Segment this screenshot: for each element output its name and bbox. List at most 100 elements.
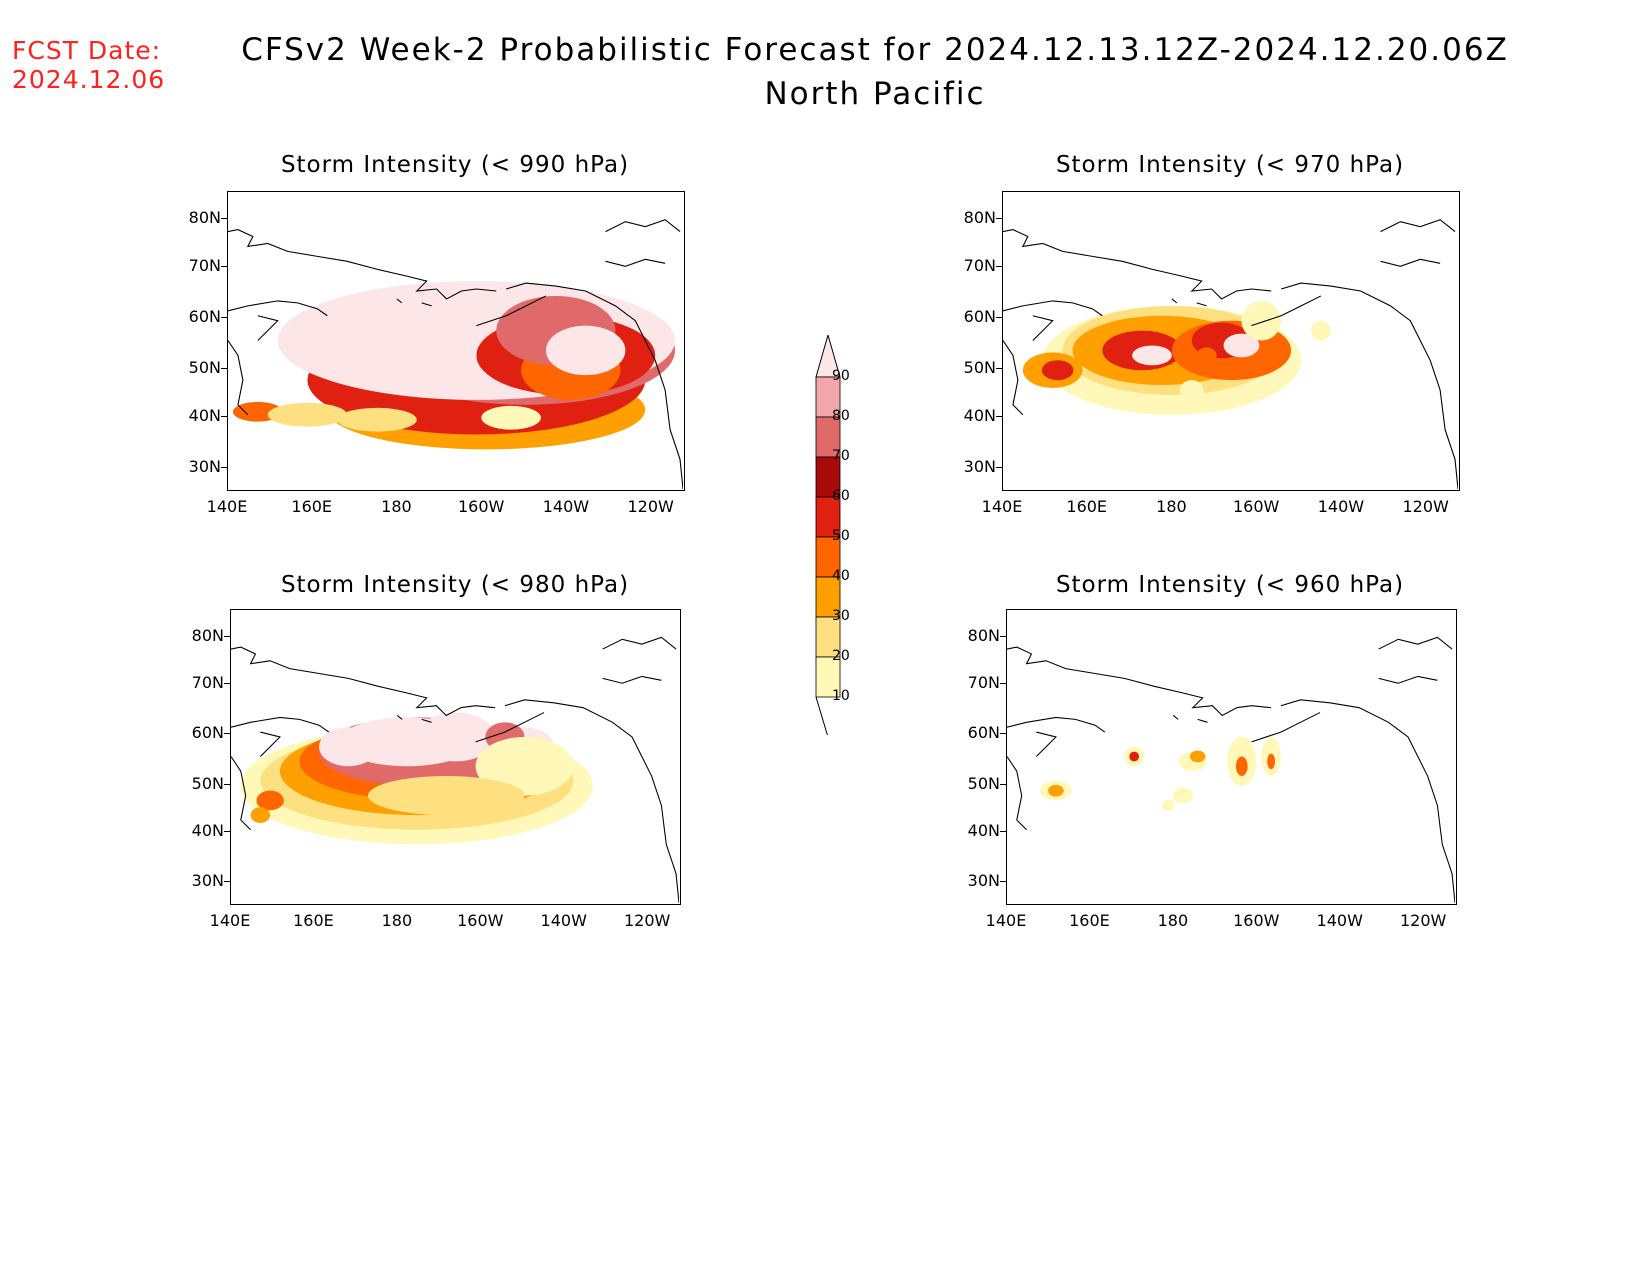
lat-tick-label: 80N <box>963 208 996 227</box>
lat-tick <box>996 317 1002 318</box>
colorbar-label: 70 <box>832 448 850 464</box>
lat-tick <box>224 881 230 883</box>
probability-contour <box>1241 300 1282 341</box>
lon-tick-label: 140E <box>985 911 1027 930</box>
lat-tick-label: 70N <box>967 673 1000 692</box>
colorbar-segment <box>815 496 841 538</box>
coastlines <box>228 219 683 489</box>
coastline <box>1380 258 1441 267</box>
lon-tick-label: 120W <box>627 497 674 516</box>
map-canvas <box>1003 219 1458 489</box>
lon-tick-label: 140E <box>981 497 1023 516</box>
probability-contour <box>1235 756 1248 777</box>
lat-tick <box>996 467 1002 468</box>
lat-tick-label: 60N <box>191 723 224 743</box>
coastline <box>259 731 281 757</box>
coastline <box>1196 302 1207 307</box>
coastline <box>396 715 403 720</box>
lat-tick-label: 50N <box>191 773 224 793</box>
lon-tick-label: 120W <box>1402 497 1449 516</box>
probability-contour <box>267 402 348 427</box>
lat-tick <box>1000 881 1006 883</box>
lat-tick-label: 60N <box>188 307 221 326</box>
coastline <box>1378 636 1453 650</box>
panel-title-980: Storm Intensity (< 980 hPa) <box>280 572 630 598</box>
coastline <box>506 282 683 489</box>
coastline <box>1003 300 1103 317</box>
lat-tick-label: 30N <box>188 457 221 476</box>
lat-tick <box>996 266 1002 267</box>
lon-tick-label: 160W <box>1233 911 1280 930</box>
coastline <box>228 229 497 300</box>
probability-contour <box>337 407 417 432</box>
lat-tick-label: 30N <box>191 871 224 891</box>
lon-tick-label: 180 <box>381 497 412 516</box>
lat-tick <box>224 683 230 684</box>
probability-contour <box>1129 751 1140 762</box>
lat-tick <box>1000 635 1006 637</box>
coastline <box>1197 718 1208 723</box>
coastline <box>1003 229 1272 300</box>
coastline <box>605 258 666 267</box>
lon-tick-label: 140E <box>206 497 248 516</box>
lat-tick-label: 70N <box>188 256 221 275</box>
probability-contour <box>1132 345 1172 366</box>
lat-tick <box>996 416 1002 417</box>
coastline <box>602 675 662 684</box>
lat-tick-label: 60N <box>967 723 1000 743</box>
probability-field <box>240 712 593 845</box>
probability-contour <box>1173 787 1193 804</box>
probability-field <box>232 281 676 450</box>
fcst-label: FCST Date: <box>12 36 162 65</box>
lat-tick <box>224 783 230 785</box>
colorbar-label: 90 <box>832 368 850 384</box>
lat-tick <box>996 218 1002 219</box>
lat-tick <box>1000 783 1006 785</box>
lat-tick <box>221 467 227 468</box>
probability-contour <box>1189 750 1206 763</box>
probability-contour <box>545 325 626 376</box>
lat-tick <box>1000 733 1006 735</box>
coastline <box>1251 295 1322 327</box>
map-panel-960 <box>1006 609 1457 905</box>
lat-tick-label: 70N <box>963 256 996 275</box>
lon-tick-label: 120W <box>623 911 671 930</box>
probability-contour <box>1310 320 1331 341</box>
lat-tick <box>224 831 230 832</box>
map-canvas <box>228 219 683 489</box>
lon-tick-label: 140W <box>1317 497 1365 516</box>
coastline <box>504 699 679 903</box>
lat-tick <box>221 266 227 267</box>
lat-tick-label: 30N <box>967 871 1000 891</box>
lat-tick-label: 50N <box>963 358 996 377</box>
colorbar-segment <box>815 656 841 698</box>
probability-contour <box>256 790 284 811</box>
lon-tick-label: 160W <box>458 497 505 516</box>
coastline <box>1171 298 1178 304</box>
lon-tick-label: 160W <box>1233 497 1280 516</box>
colorbar-segment <box>815 576 841 618</box>
lat-tick-label: 80N <box>191 625 224 645</box>
colorbar-segment <box>815 456 841 498</box>
probability-field <box>1040 736 1281 812</box>
colorbar <box>815 335 841 735</box>
probability-contour <box>297 295 536 386</box>
map-canvas <box>1007 636 1455 903</box>
map-canvas <box>231 636 679 903</box>
coastline <box>421 302 432 307</box>
lat-tick-label: 80N <box>188 208 221 227</box>
lat-tick-label: 40N <box>188 406 221 425</box>
probability-field <box>1022 300 1331 415</box>
lon-tick-label: 160E <box>293 911 334 930</box>
lat-tick <box>224 635 230 637</box>
probability-contour <box>367 776 525 816</box>
coastline <box>228 300 328 317</box>
lat-tick <box>996 368 1002 369</box>
probability-contour <box>1048 784 1064 797</box>
lon-tick-label: 140W <box>542 497 590 516</box>
lon-tick-label: 160E <box>291 497 333 516</box>
coastlines <box>231 636 679 903</box>
colorbar-label: 40 <box>832 568 850 584</box>
coastline <box>1172 715 1179 720</box>
lon-tick-label: 160E <box>1069 911 1110 930</box>
